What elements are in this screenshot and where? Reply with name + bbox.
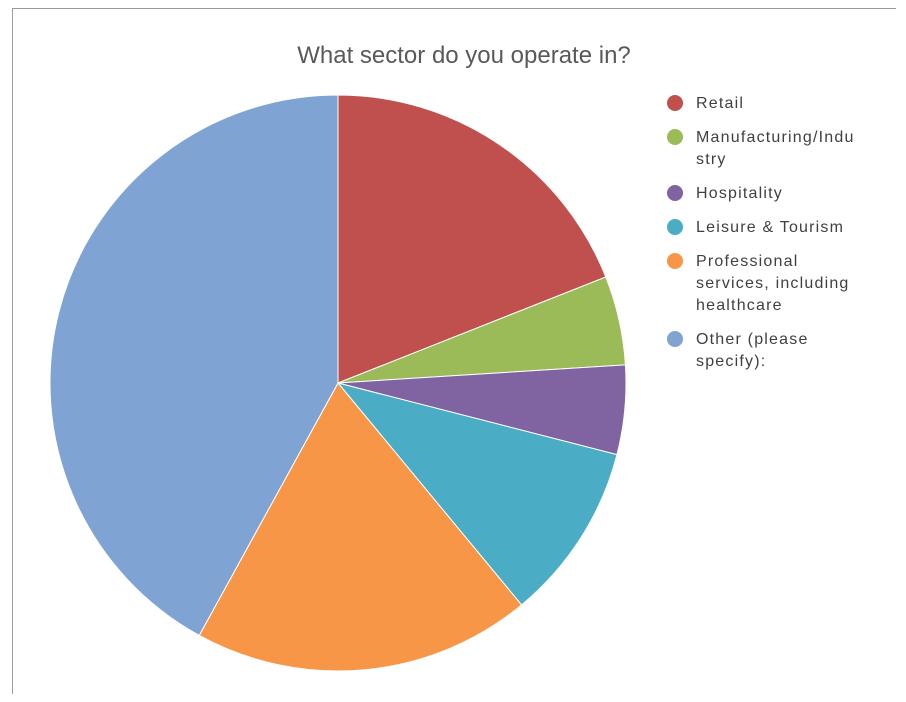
legend: Retail Manufacturing/Indu stry Hospitality L… [667, 95, 855, 370]
legend-item-manufacturing-industry: Manufacturing/Indu stry [667, 129, 855, 168]
legend-item-professional-services-including-healthcare: Professional services, including healthcar… [667, 253, 850, 314]
legend-marker-hospitality [667, 185, 683, 201]
legend-marker-leisure-tourism [667, 219, 683, 235]
legend-label: Professional [696, 253, 798, 270]
pie-slice-professional-services-including-healthcare [198, 382, 523, 672]
pie-slice-other-please-specify [49, 94, 339, 637]
legend-marker-retail [667, 95, 683, 111]
legend-label: specify): [696, 353, 766, 370]
pie-slices [49, 94, 627, 672]
legend-marker-other-please-specify [667, 331, 683, 347]
legend-label: healthcare [696, 297, 783, 314]
legend-item-retail: Retail [667, 95, 744, 112]
legend-label: services, including [696, 275, 850, 292]
chart-frame: What sector do you operate in? Retail Man… [12, 8, 896, 694]
legend-item-leisure-tourism: Leisure & Tourism [667, 219, 844, 236]
pie-slice-retail [337, 94, 607, 384]
legend-label: Retail [696, 95, 744, 112]
pie-slice-leisure-tourism [336, 382, 618, 606]
legend-label: Manufacturing/Indu [696, 129, 855, 146]
legend-item-other-please-specify: Other (please specify): [667, 331, 809, 370]
legend-label: stry [696, 151, 727, 168]
legend-marker-manufacturing-industry [667, 129, 683, 145]
chart-title: What sector do you operate in? [297, 42, 631, 69]
legend-marker-professional-services-including-healthcare [667, 253, 683, 269]
legend-label: Hospitality [696, 185, 783, 202]
legend-item-hospitality: Hospitality [667, 185, 783, 202]
pie-chart: What sector do you operate in? Retail Man… [49, 42, 855, 672]
legend-label: Other (please [696, 331, 809, 348]
legend-label: Leisure & Tourism [696, 219, 844, 236]
